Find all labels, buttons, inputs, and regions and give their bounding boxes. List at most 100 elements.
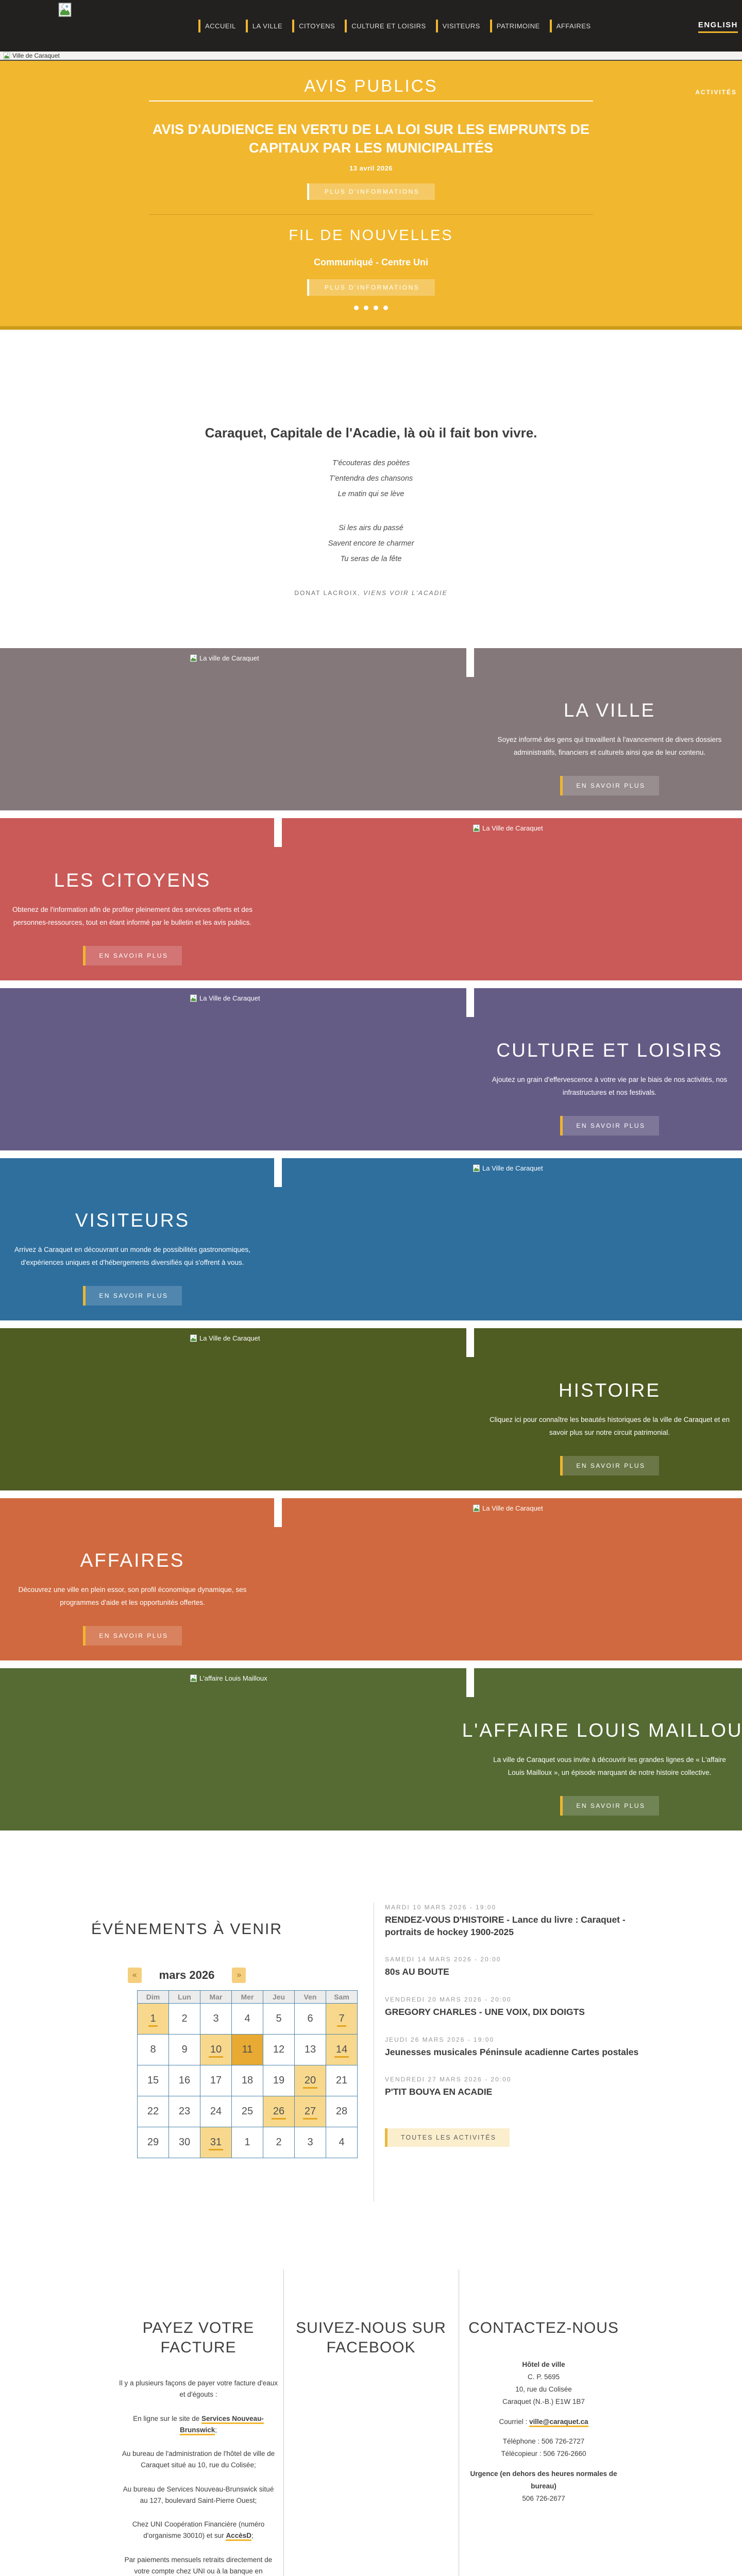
section-culture-et-loisirs: La Ville de Caraquet CULTURE ET LOISIRS …	[0, 988, 742, 1150]
pay-method-office: Au bureau de l'administration de l'hôtel…	[122, 2450, 275, 2469]
calendar-day: 9	[168, 2034, 200, 2065]
intro-quote-section: Caraquet, Capitale de l'Acadie, là où il…	[0, 330, 742, 648]
event-title[interactable]: 80s AU BOUTE	[385, 1967, 449, 1977]
broken-image-icon	[190, 654, 197, 662]
event-item: MARDI 10 MARS 2026 - 19:00 RENDEZ-VOUS D…	[385, 1904, 643, 1938]
nav-item-citoyens[interactable]: CITOYENS	[292, 20, 336, 32]
event-date: VENDREDI 27 MARS 2026 - 20:00	[385, 2076, 512, 2083]
section-image-louis-mailloux: L'affaire Louis Mailloux	[0, 1668, 371, 1831]
contact-street: 10, rue du Colisée	[515, 2385, 572, 2394]
calendar-day[interactable]: 27	[294, 2096, 326, 2127]
broken-image-icon	[190, 1334, 197, 1342]
section-anchor-tab	[274, 818, 282, 847]
events-section: ÉVÉNEMENTS À VENIR « mars 2026 » Dim Lun…	[0, 1831, 742, 2231]
hero-divider	[149, 100, 593, 101]
section-title: L'AFFAIRE LOUIS MAILLOUX	[462, 1720, 742, 1741]
event-title[interactable]: P'TIT BOUYA EN ACADIE	[385, 2087, 493, 2097]
event-title[interactable]: RENDEZ-VOUS D'HISTOIRE - Lance du livre …	[385, 1914, 626, 1937]
calendar-day: 24	[200, 2096, 232, 2127]
carousel-dot-2[interactable]	[364, 305, 368, 310]
language-toggle-english[interactable]: ENGLISH	[698, 21, 738, 33]
section-text: Ajoutez un grain d'effervescence à votre…	[492, 1076, 728, 1096]
section-anchor-tab	[466, 988, 474, 1017]
section-anchor-tab	[274, 1498, 282, 1527]
contact-org: Hôtel de ville	[522, 2360, 565, 2368]
broken-image-icon	[190, 1674, 197, 1682]
activites-tab[interactable]: ACTIVITÉS	[695, 89, 737, 96]
calendar-day[interactable]: 7	[326, 2003, 358, 2035]
image-alt-text: La Ville de Caraquet	[482, 824, 543, 832]
section-image-visiteurs: La Ville de Caraquet	[371, 1158, 742, 1320]
en-savoir-plus-button[interactable]: EN SAVOIR PLUS	[560, 1455, 659, 1476]
section-histoire: La Ville de Caraquet HISTOIRE Cliquez ic…	[0, 1328, 742, 1490]
site-logo[interactable]: Ville de Caraquet	[0, 52, 742, 61]
attribution-name: DONAT LACROIX,	[294, 589, 363, 597]
calendar-day-today[interactable]: 11	[231, 2034, 263, 2065]
plus-informations-button-2[interactable]: PLUS D'INFORMATIONS	[307, 279, 435, 296]
section-les-citoyens: LES CITOYENS Obtenez de l'information af…	[0, 818, 742, 980]
toutes-les-activites-button[interactable]: TOUTES LES ACTIVITÉS	[385, 2128, 510, 2147]
calendar-day[interactable]: 20	[294, 2065, 326, 2096]
calendar-day[interactable]: 26	[263, 2096, 295, 2127]
calendar-prev-button[interactable]: «	[127, 1968, 142, 1983]
event-title[interactable]: GREGORY CHARLES - UNE VOIX, DIX DOIGTS	[385, 2006, 585, 2017]
contact-urgence-phone: 506 726-2677	[522, 2495, 565, 2503]
section-text: La ville de Caraquet vous invite à décou…	[493, 1756, 726, 1776]
en-savoir-plus-button[interactable]: EN SAVOIR PLUS	[560, 775, 659, 795]
calendar-day[interactable]: 31	[200, 2127, 232, 2158]
calendar-next-button[interactable]: »	[232, 1968, 246, 1983]
nav-item-visiteurs[interactable]: VISITEURS	[435, 20, 481, 32]
accesd-link[interactable]: AccèsD	[226, 2532, 251, 2541]
section-anchor-tab	[466, 648, 474, 677]
carousel-dot-1[interactable]	[354, 305, 359, 310]
calendar-week: 8 9 10 11 12 13 14	[137, 2034, 358, 2065]
image-alt-text: L'affaire Louis Mailloux	[199, 1674, 267, 1682]
news-item-title[interactable]: Communiqué - Centre Uni	[313, 257, 428, 267]
section-anchor-tab	[274, 1158, 282, 1187]
poem-line: T'entendra des chansons	[329, 474, 413, 483]
broken-image-icon	[473, 1504, 480, 1512]
avis-date: 13 avril 2026	[349, 164, 393, 172]
calendar-week: 1 2 3 4 5 6 7	[137, 2003, 358, 2035]
footer-facebook-title[interactable]: SUIVEZ-NOUS SUR FACEBOOK	[296, 2319, 446, 2356]
nav-item-accueil[interactable]: ACCUEIL	[198, 20, 237, 32]
nav-item-la-ville[interactable]: LA VILLE	[245, 20, 283, 32]
calendar-day: 3	[294, 2127, 326, 2158]
section-text: Obtenez de l'information afin de profite…	[12, 906, 253, 926]
calendar-day[interactable]: 14	[326, 2034, 358, 2065]
event-item: VENDREDI 20 MARS 2026 - 20:00 GREGORY CH…	[385, 1996, 643, 2019]
section-image-culture: La Ville de Caraquet	[0, 988, 371, 1150]
calendar-month-label: mars 2026	[159, 1969, 215, 1981]
calendar-day[interactable]: 10	[200, 2034, 232, 2065]
carousel-dot-3[interactable]	[374, 305, 378, 310]
nav-item-culture-et-loisirs[interactable]: CULTURE ET LOISIRS	[345, 20, 427, 32]
section-text: Cliquez ici pour connaître les beautés h…	[489, 1416, 730, 1436]
section-visiteurs: VISITEURS Arrivez à Caraquet en découvra…	[0, 1158, 742, 1320]
en-savoir-plus-button[interactable]: EN SAVOIR PLUS	[83, 1625, 182, 1646]
event-title[interactable]: Jeunesses musicales Péninsule acadienne …	[385, 2046, 639, 2057]
weekday-header: Lun	[168, 1990, 200, 2004]
nav-item-patrimoine[interactable]: PATRIMOINE	[490, 20, 541, 32]
en-savoir-plus-button[interactable]: EN SAVOIR PLUS	[560, 1795, 659, 1816]
nav-item-affaires[interactable]: AFFAIRES	[549, 20, 592, 32]
carousel-dots	[0, 305, 742, 310]
en-savoir-plus-button[interactable]: EN SAVOIR PLUS	[83, 945, 182, 965]
weekday-header: Mar	[200, 1990, 232, 2004]
section-title: VISITEURS	[75, 1210, 190, 1231]
carousel-dot-4[interactable]	[383, 305, 388, 310]
avis-headline: AVIS D'AUDIENCE EN VERTU DE LA LOI SUR L…	[153, 122, 589, 156]
calendar-day: 3	[200, 2003, 232, 2035]
en-savoir-plus-button[interactable]: EN SAVOIR PLUS	[560, 1115, 659, 1136]
calendar-day: 17	[200, 2065, 232, 2096]
section-title: LES CITOYENS	[54, 870, 211, 891]
email-link[interactable]: ville@caraquet.ca	[529, 2417, 588, 2427]
image-alt-text: La Ville de Caraquet	[199, 994, 260, 1002]
plus-informations-button[interactable]: PLUS D'INFORMATIONS	[307, 183, 435, 200]
poem-line: Savent encore te charmer	[328, 539, 414, 548]
poem-line: Si les airs du passé	[339, 524, 403, 532]
calendar-day: 12	[263, 2034, 295, 2065]
services-nb-link[interactable]: Services Nouveau-Brunswick	[179, 2414, 264, 2435]
calendar-day[interactable]: 1	[137, 2003, 169, 2035]
en-savoir-plus-button[interactable]: EN SAVOIR PLUS	[83, 1285, 182, 1306]
section-title: CULTURE ET LOISIRS	[496, 1040, 723, 1061]
